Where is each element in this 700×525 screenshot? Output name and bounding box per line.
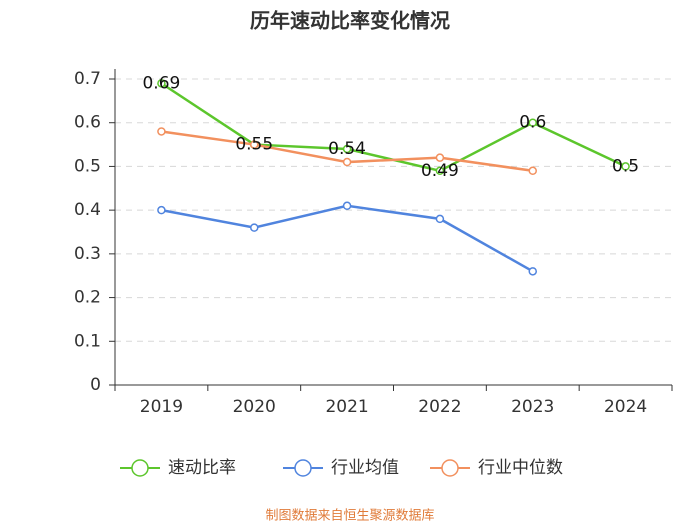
chart-title: 历年速动比率变化情况 bbox=[250, 9, 450, 33]
point bbox=[157, 79, 166, 88]
legend-label: 行业均值 bbox=[331, 458, 399, 478]
point bbox=[157, 127, 166, 136]
point bbox=[528, 166, 537, 176]
y-tick-label: 0.7 bbox=[74, 69, 101, 89]
point bbox=[621, 162, 630, 171]
point bbox=[342, 157, 352, 167]
y-tick-label: 0.1 bbox=[74, 331, 101, 351]
x-tick-label: 2019 bbox=[140, 397, 183, 417]
y-tick-label: 0.4 bbox=[74, 200, 101, 220]
y-tick-label: 0.2 bbox=[74, 288, 101, 308]
x-tick-label: 2020 bbox=[233, 397, 276, 417]
data-label: 0.69 bbox=[142, 73, 180, 93]
y-tick-label: 0 bbox=[90, 375, 101, 395]
point bbox=[250, 140, 259, 149]
data-label: 0.5 bbox=[612, 156, 639, 176]
point bbox=[157, 205, 166, 215]
x-tick-label: 2023 bbox=[511, 397, 554, 417]
legend-label: 行业中位数 bbox=[478, 458, 563, 478]
point bbox=[435, 153, 445, 162]
data-label: 0.6 bbox=[519, 113, 546, 133]
point bbox=[342, 201, 352, 211]
point bbox=[435, 214, 445, 224]
point bbox=[528, 118, 537, 127]
data-label: 0.49 bbox=[421, 161, 459, 181]
legend-marker bbox=[131, 459, 149, 477]
x-tick-label: 2022 bbox=[418, 397, 461, 417]
y-tick-label: 0.6 bbox=[74, 113, 101, 133]
data-label: 0.54 bbox=[328, 139, 366, 159]
legend-marker bbox=[441, 459, 459, 477]
point bbox=[528, 267, 537, 276]
point bbox=[342, 144, 352, 154]
x-tick-label: 2021 bbox=[325, 397, 368, 417]
y-tick-label: 0.5 bbox=[74, 156, 101, 176]
source-note: 制图数据来自恒生聚源数据库 bbox=[265, 508, 434, 524]
point bbox=[435, 166, 445, 176]
series-line bbox=[160, 82, 627, 173]
data-label: 0.55 bbox=[235, 135, 273, 155]
legend-marker bbox=[294, 459, 312, 477]
x-tick-label: 2024 bbox=[604, 397, 647, 417]
legend-label: 速动比率 bbox=[168, 458, 236, 478]
series-line bbox=[161, 204, 534, 273]
y-tick-label: 0.3 bbox=[74, 244, 101, 264]
point bbox=[250, 223, 259, 232]
